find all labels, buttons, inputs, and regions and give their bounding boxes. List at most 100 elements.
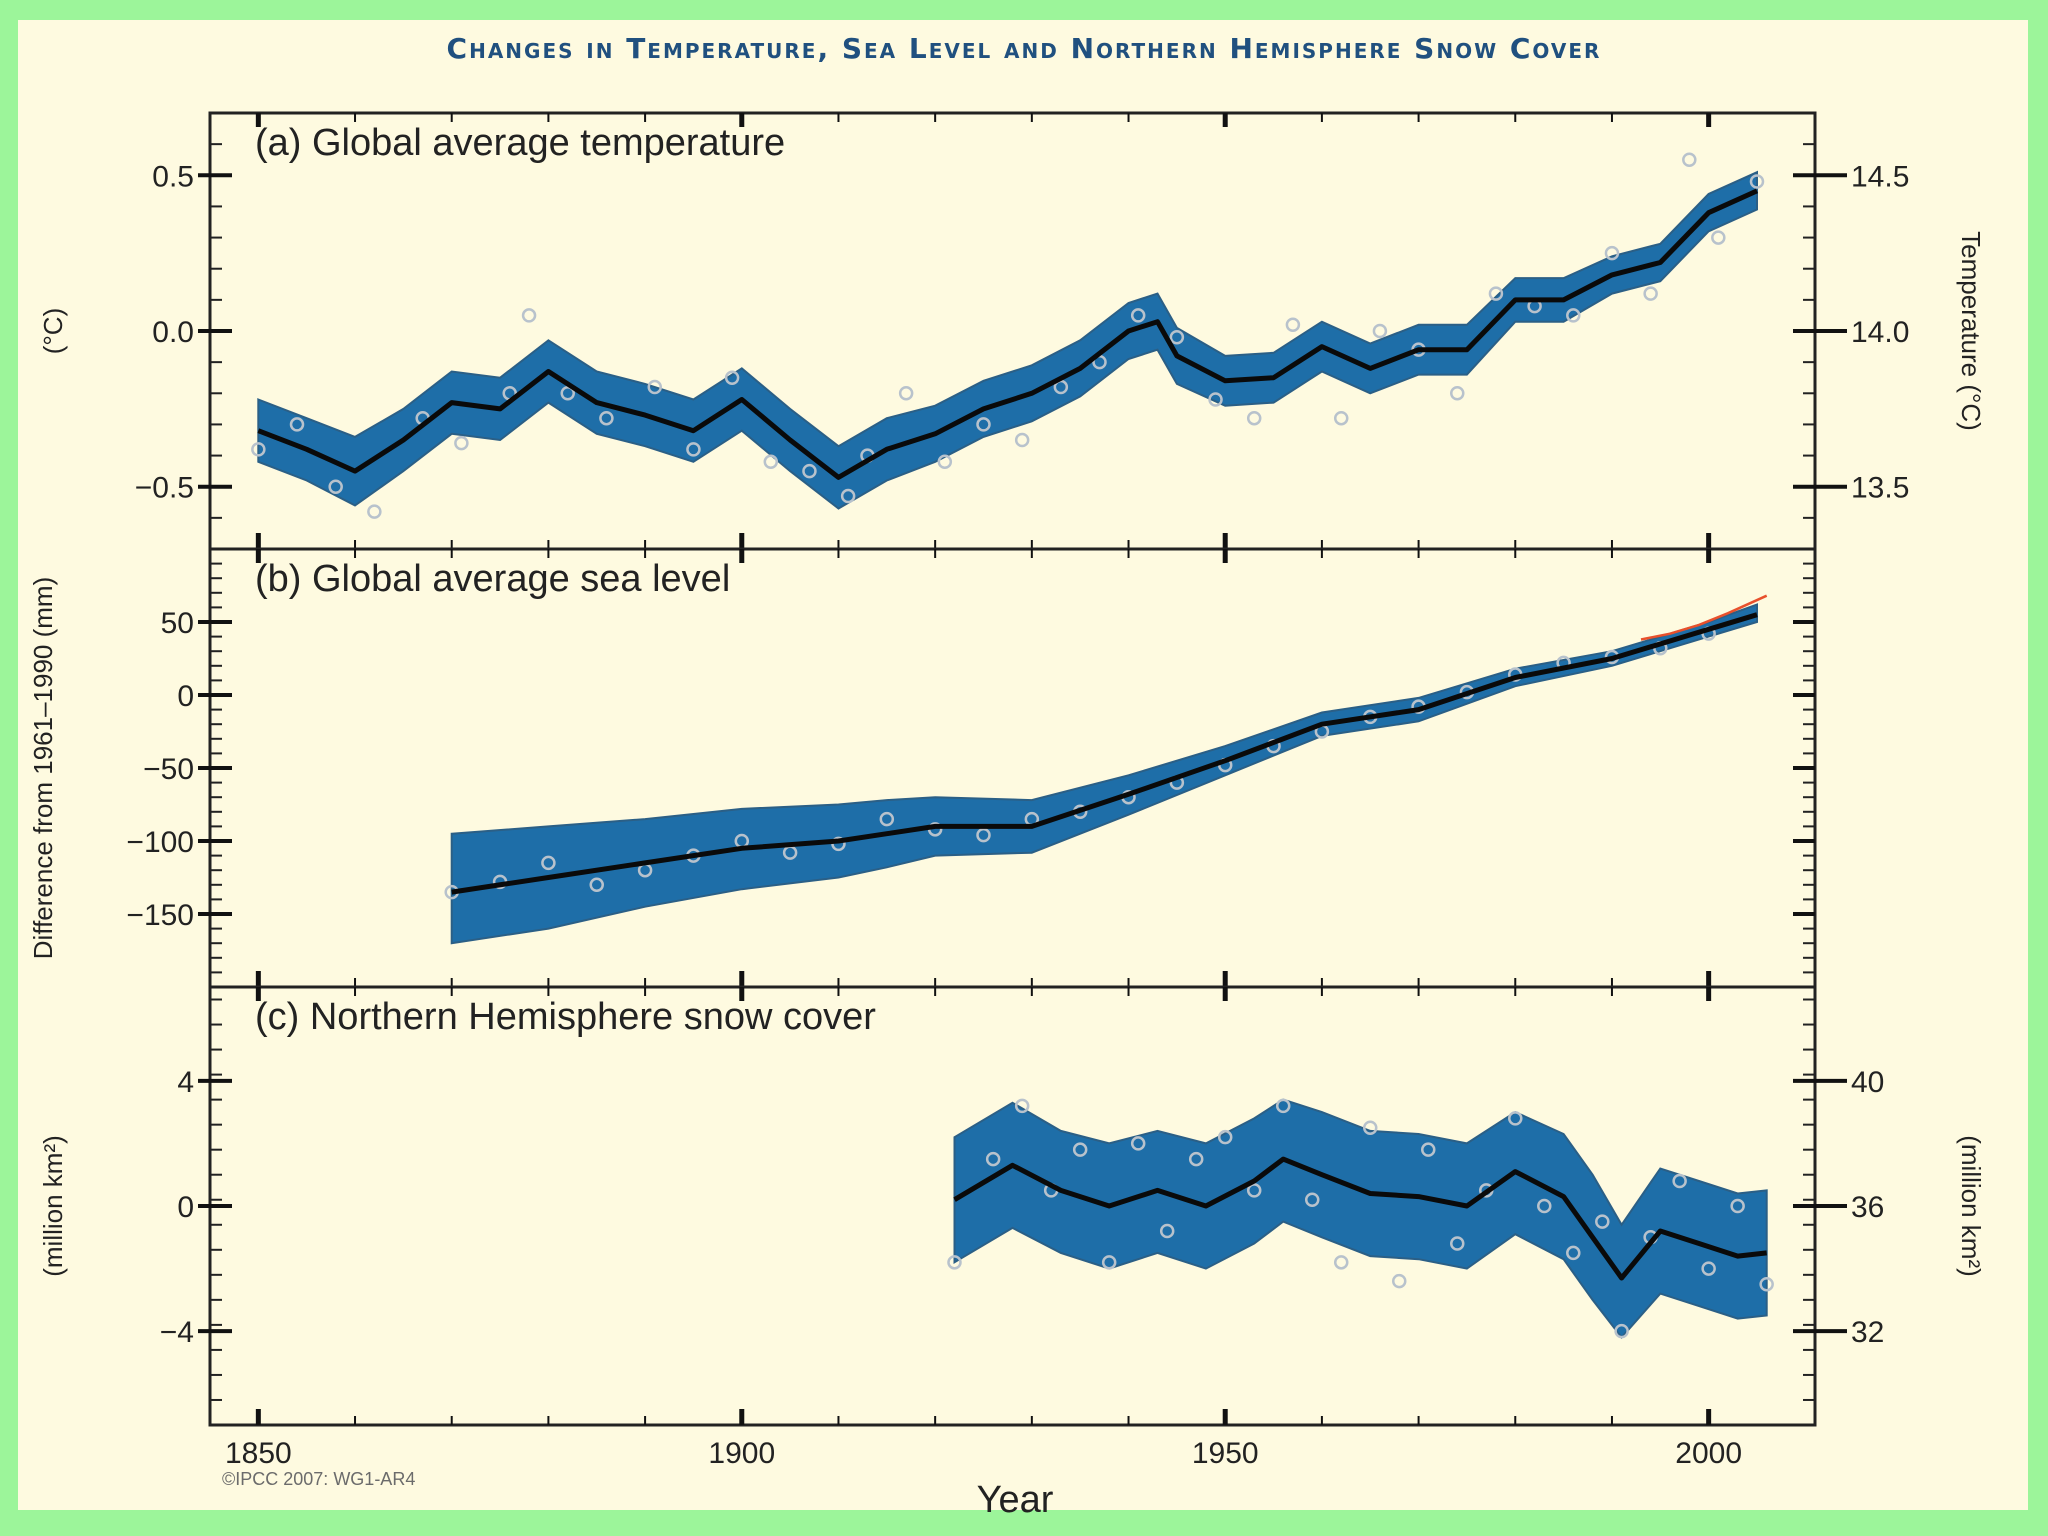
- figure-title: Changes in Temperature, Sea Level and No…: [446, 32, 1602, 65]
- uncertainty-band: [953, 1098, 1768, 1339]
- data-point: [976, 417, 991, 432]
- data-point: [1188, 1151, 1204, 1167]
- data-point: [1362, 1120, 1378, 1136]
- y-axis-label: (million km²): [38, 1135, 68, 1277]
- data-point: [763, 454, 779, 470]
- panel-a: 0.5 0.0 −0.5 14.5 14.0 13.5 (a) Global average…: [38, 111, 1986, 551]
- y-tick-label: −50: [143, 753, 194, 786]
- data-point: [1246, 1183, 1262, 1198]
- y-axis-label: Difference from 1961–1990 (mm): [28, 577, 58, 959]
- data-point: [367, 504, 382, 519]
- y-tick-label: 0.5: [152, 160, 194, 193]
- data-point: [1421, 1142, 1436, 1157]
- data-point: [1711, 230, 1726, 245]
- data-point: [1672, 1173, 1687, 1189]
- data-point: [1682, 152, 1697, 167]
- panel-frame: [208, 111, 1817, 551]
- y-right-tick-label: 13.5: [1851, 472, 1909, 505]
- data-point: [1169, 329, 1185, 345]
- y-right-tick-label: 14.5: [1851, 160, 1909, 193]
- data-point: [1604, 245, 1620, 261]
- smoothed-line: [257, 188, 1759, 480]
- y-right-tick-label: 40: [1851, 1066, 1884, 1099]
- y-right-tick-label: 32: [1851, 1316, 1884, 1349]
- x-tick-label: 1850: [225, 1437, 292, 1470]
- data-point: [879, 811, 895, 827]
- y-tick-label: −0.5: [135, 472, 194, 505]
- data-point: [1014, 1098, 1030, 1114]
- data-point: [1566, 1245, 1581, 1261]
- uncertainty-band: [450, 603, 1758, 945]
- satellite-line: [1640, 594, 1768, 641]
- smoothed-line: [953, 1156, 1767, 1281]
- data-point: [560, 386, 575, 401]
- data-point: [898, 386, 914, 401]
- panel-b: 50 0 −50 −100 −150 (b) Global average sea lev…: [28, 547, 1817, 989]
- data-point: [521, 308, 537, 323]
- data-point: [1159, 1223, 1175, 1239]
- y-tick-label: −4: [160, 1316, 194, 1349]
- data-point: [1208, 392, 1223, 407]
- smoothed-line: [451, 612, 1758, 895]
- data-point: [937, 454, 953, 470]
- y-tick-label: −150: [126, 899, 194, 932]
- uncertainty-band: [257, 170, 1758, 510]
- data-point: [1508, 1111, 1523, 1126]
- panel-title: (b) Global average sea level: [255, 558, 730, 600]
- data-point: [947, 1255, 962, 1270]
- data-point: [1488, 286, 1504, 301]
- data-point: [686, 442, 701, 457]
- data-point: [1014, 432, 1030, 448]
- data-point: [1333, 1255, 1349, 1270]
- x-axis-label: Year: [977, 1479, 1054, 1521]
- data-point: [1130, 308, 1146, 323]
- data-point: [589, 877, 604, 893]
- data-point: [1566, 308, 1581, 323]
- data-point: [454, 435, 469, 451]
- data-point: [1595, 1214, 1610, 1229]
- x-tick-label: 1900: [708, 1437, 775, 1470]
- data-point: [1101, 1255, 1117, 1270]
- y-axis-label-right: (million km²): [1956, 1135, 1986, 1277]
- data-point: [289, 417, 305, 432]
- data-point: [1072, 1142, 1088, 1157]
- data-point: [1730, 1198, 1745, 1214]
- data-point: [1614, 1323, 1629, 1339]
- y-right-tick-label: 14.0: [1851, 316, 1909, 349]
- data-point: [1372, 323, 1388, 339]
- data-point: [1450, 386, 1465, 401]
- y-tick-label: 0: [177, 1191, 194, 1224]
- data-point: [251, 442, 266, 457]
- data-point: [1246, 410, 1262, 426]
- data-point: [1759, 1276, 1774, 1292]
- data-point: [985, 1151, 1001, 1167]
- panel-title: (c) Northern Hemisphere snow cover: [255, 996, 876, 1038]
- data-point: [724, 370, 740, 385]
- y-tick-label: 4: [177, 1066, 194, 1099]
- data-point: [1333, 410, 1349, 426]
- data-point: [647, 379, 663, 395]
- y-tick-label: 0.0: [152, 316, 194, 349]
- data-point: [1304, 1192, 1320, 1207]
- x-tick-label: 1950: [1192, 1437, 1259, 1470]
- x-tick-label: 2000: [1675, 1437, 1742, 1470]
- data-point: [1643, 286, 1658, 301]
- y-axis-label: (°C): [38, 308, 68, 355]
- y-tick-label: 0: [177, 680, 194, 713]
- data-point: [1450, 1236, 1465, 1251]
- panel-title: (a) Global average temperature: [255, 122, 785, 164]
- data-point: [328, 479, 343, 494]
- data-point: [599, 410, 614, 426]
- data-point: [840, 488, 856, 504]
- y-right-tick-label: 36: [1851, 1191, 1884, 1224]
- data-point: [802, 463, 817, 479]
- data-point: [541, 855, 556, 871]
- data-point: [1285, 317, 1301, 333]
- data-point: [1391, 1273, 1407, 1289]
- data-point: [1749, 174, 1765, 189]
- y-tick-label: 50: [161, 607, 194, 640]
- data-point: [976, 827, 991, 843]
- data-point: [1130, 1136, 1146, 1151]
